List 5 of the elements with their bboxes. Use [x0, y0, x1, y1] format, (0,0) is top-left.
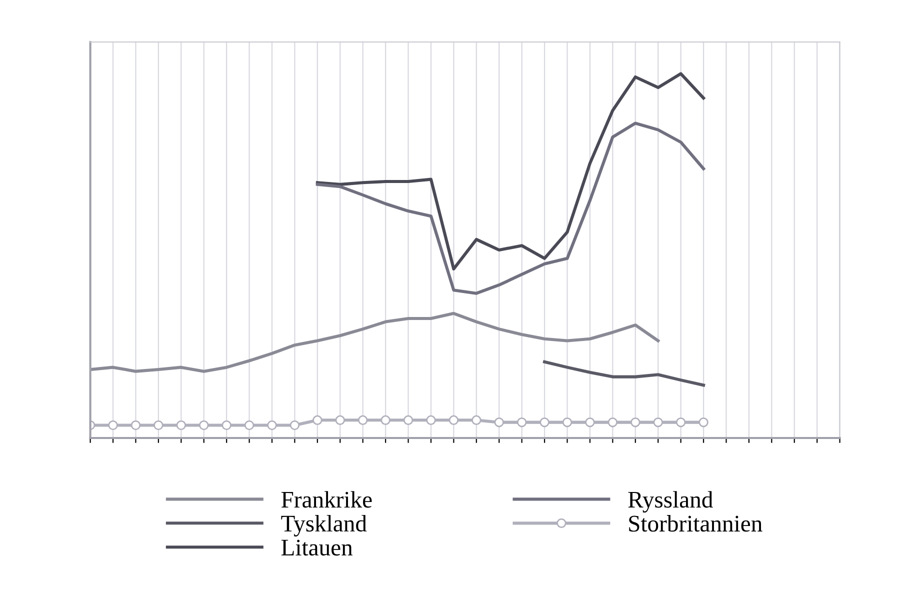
- legend-label: Ryssland: [628, 491, 713, 513]
- legend-label: Litauen: [281, 540, 353, 556]
- legend-label: Storbritannien: [629, 515, 762, 532]
- legend-label: Tyskland: [281, 514, 367, 536]
- legend-label: Frankrike: [281, 491, 372, 508]
